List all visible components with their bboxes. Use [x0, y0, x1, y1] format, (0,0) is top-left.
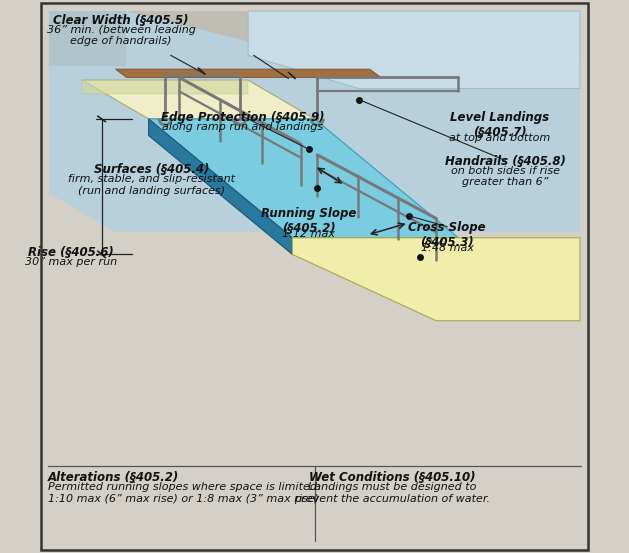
Text: on both sides if rise
greater than 6”: on both sides if rise greater than 6” — [451, 166, 560, 187]
Text: Level Landings
(§405.7): Level Landings (§405.7) — [450, 111, 549, 139]
Polygon shape — [115, 69, 381, 77]
Polygon shape — [82, 80, 314, 119]
Polygon shape — [292, 238, 580, 321]
Text: Clear Width (§405.5): Clear Width (§405.5) — [53, 14, 189, 27]
Text: Handrails (§405.8): Handrails (§405.8) — [445, 155, 565, 168]
Text: Rise (§405.6): Rise (§405.6) — [28, 246, 114, 259]
Polygon shape — [82, 80, 248, 94]
Text: Running Slope
(§405.2): Running Slope (§405.2) — [261, 207, 357, 236]
Text: 30” max per run: 30” max per run — [25, 257, 117, 267]
Text: 1:12 max: 1:12 max — [282, 229, 335, 239]
Text: along ramp run and landings: along ramp run and landings — [162, 122, 323, 132]
Text: Permitted running slopes where space is limited:
1:10 max (6” max rise) or 1:8 m: Permitted running slopes where space is … — [48, 482, 321, 504]
Polygon shape — [148, 119, 292, 254]
Text: Landings must be designed to
prevent the accumulation of water.: Landings must be designed to prevent the… — [294, 482, 490, 504]
Text: Cross Slope
(§405.3): Cross Slope (§405.3) — [408, 221, 486, 249]
Text: Surfaces (§405.4): Surfaces (§405.4) — [94, 163, 209, 176]
Text: at top and bottom: at top and bottom — [449, 133, 550, 143]
Text: Wet Conditions (§405.10): Wet Conditions (§405.10) — [309, 471, 475, 484]
Polygon shape — [248, 11, 580, 88]
Text: firm, stable, and slip-resistant
(run and landing surfaces): firm, stable, and slip-resistant (run an… — [68, 174, 235, 196]
Text: 36” min. (between leading
edge of handrails): 36” min. (between leading edge of handra… — [47, 25, 196, 46]
Text: 1:48 max: 1:48 max — [421, 243, 474, 253]
Polygon shape — [148, 119, 459, 238]
Text: Alterations (§405.2): Alterations (§405.2) — [48, 471, 179, 484]
Polygon shape — [49, 11, 580, 61]
Polygon shape — [49, 11, 580, 232]
Text: Edge Protection (§405.9): Edge Protection (§405.9) — [161, 111, 325, 124]
Polygon shape — [49, 11, 126, 66]
Polygon shape — [292, 238, 459, 254]
